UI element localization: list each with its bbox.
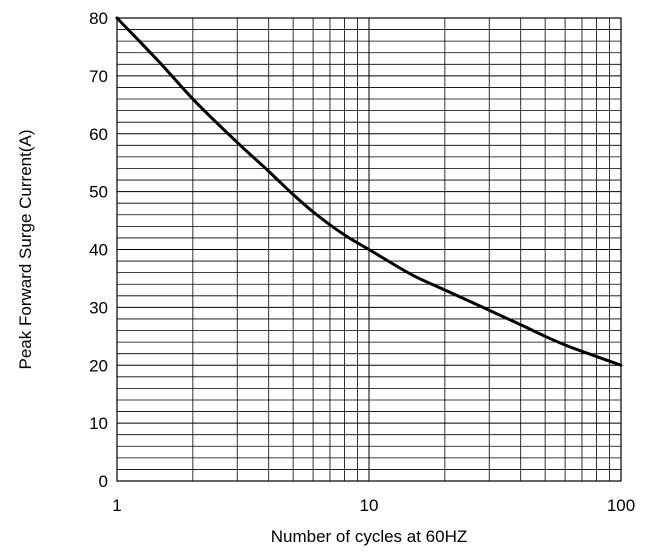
- y-tick-label: 20: [89, 356, 108, 375]
- y-tick-label: 50: [89, 183, 108, 202]
- surge-current-curve: [115, 16, 623, 367]
- y-tick-label: 10: [89, 414, 108, 433]
- y-tick-label: 70: [89, 67, 108, 86]
- y-tick-label: 40: [89, 241, 108, 260]
- x-tick-label: 100: [607, 496, 635, 515]
- y-tick-label: 60: [89, 125, 108, 144]
- plot-area-frame: [116, 17, 622, 482]
- y-tick-label: 80: [89, 9, 108, 28]
- y-tick-label: 30: [89, 298, 108, 317]
- x-tick-label: 1: [112, 496, 121, 515]
- x-axis-title: Number of cycles at 60HZ: [271, 527, 468, 546]
- x-tick-label: 10: [360, 496, 379, 515]
- y-tick-label: 0: [99, 472, 108, 491]
- tick-labels: 0 10 20 30 40 50 60 70 80 1 10 100: [89, 9, 635, 515]
- y-axis-title: Peak Forward Surge Current(A): [16, 130, 35, 370]
